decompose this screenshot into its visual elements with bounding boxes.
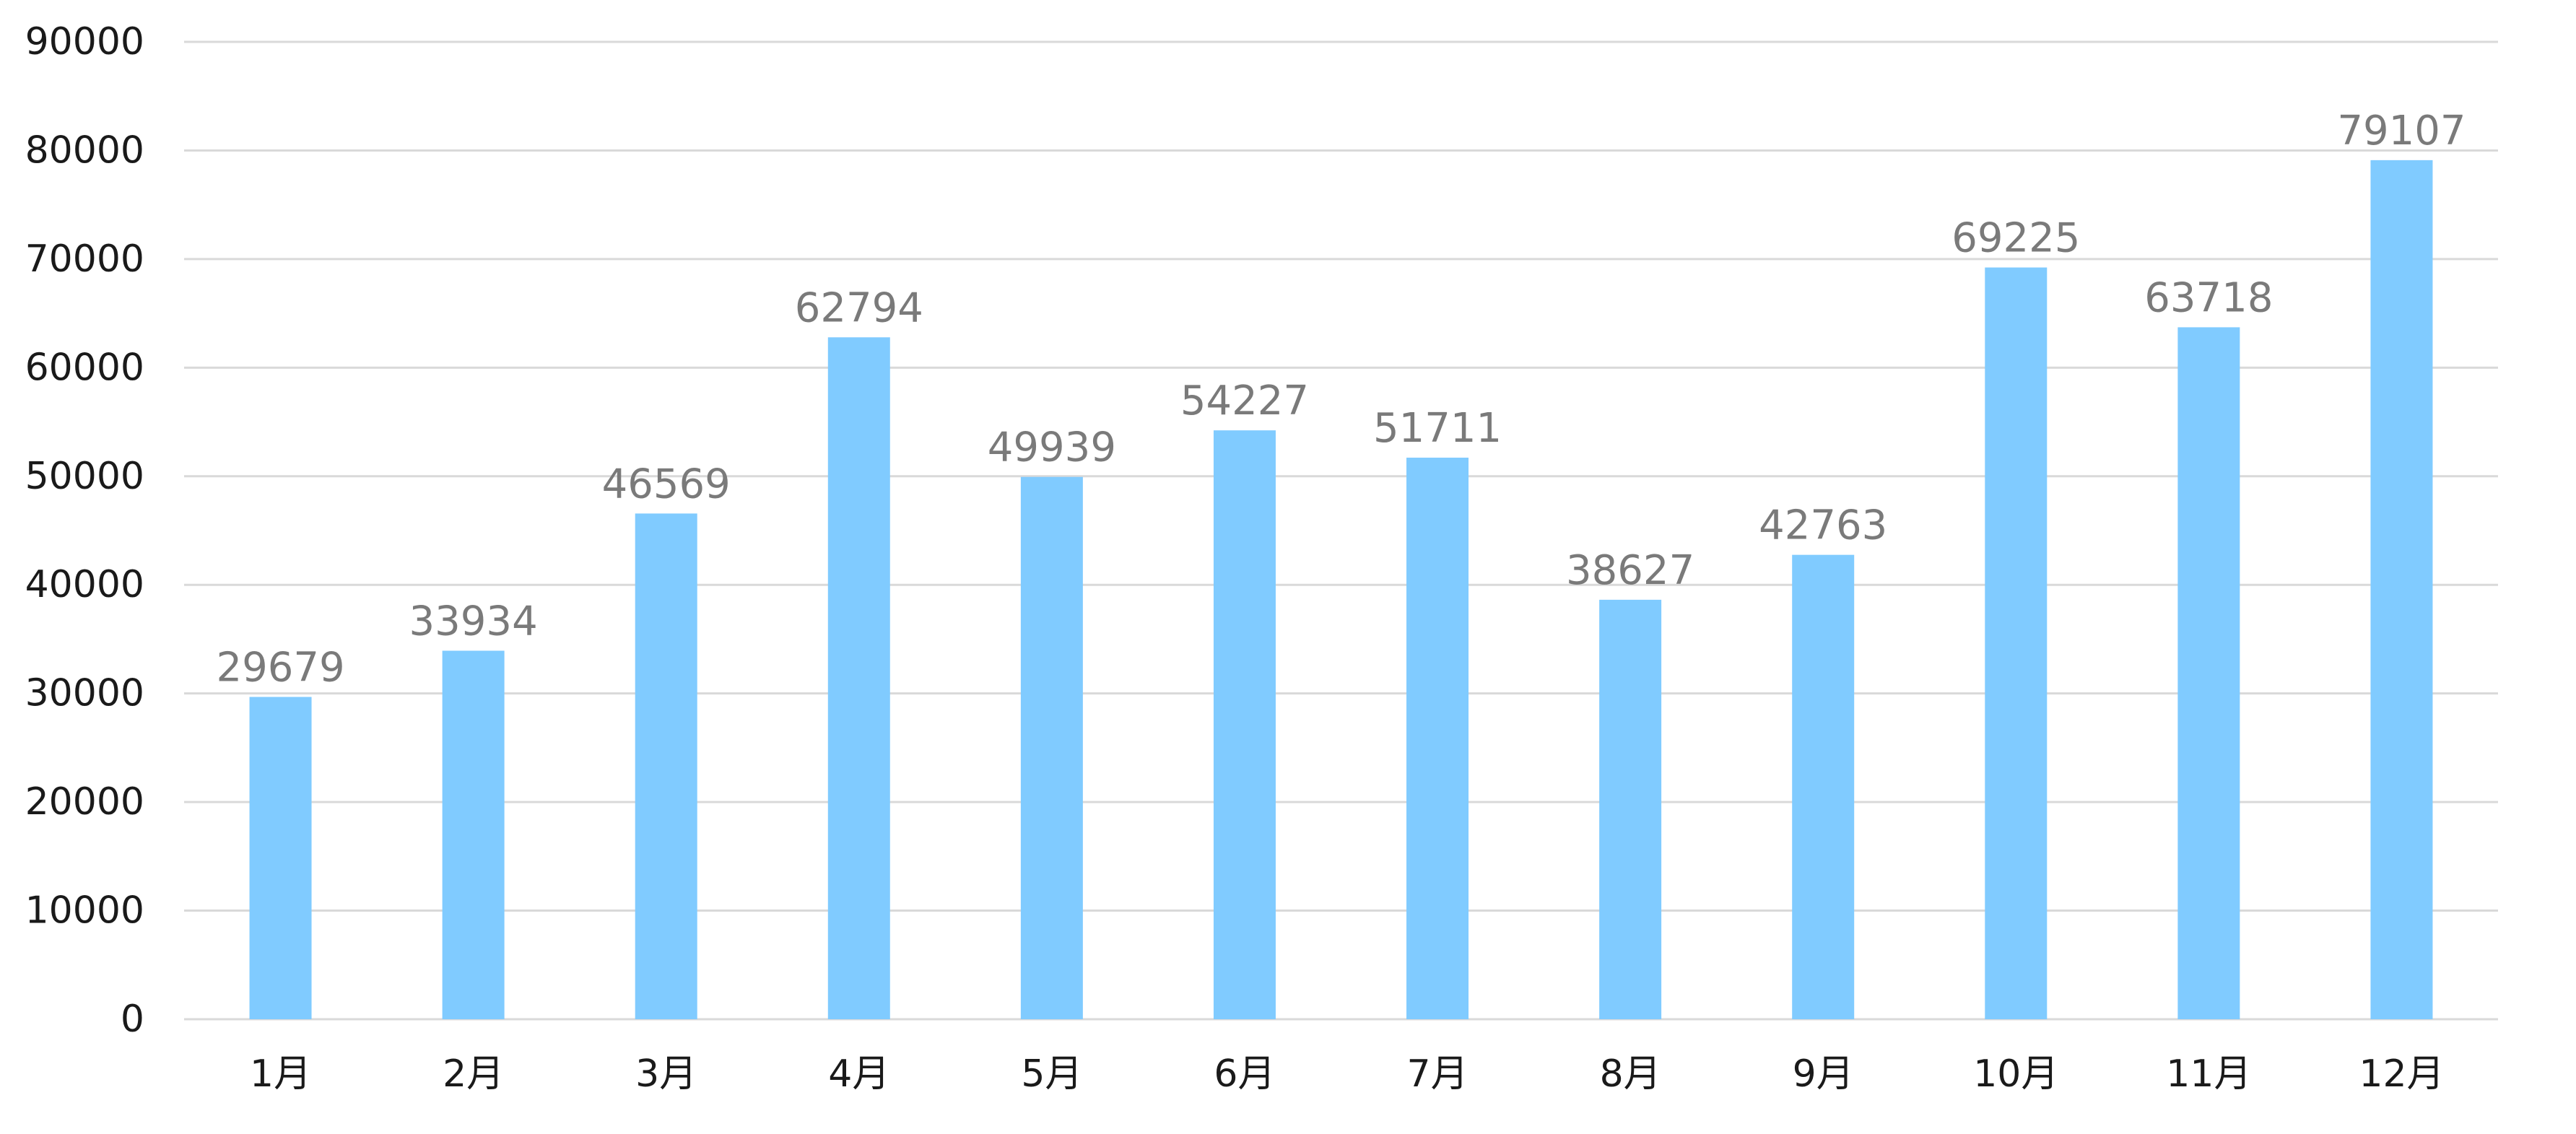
x-tick-label: 11月 [2166,1052,2251,1096]
y-tick-label: 10000 [25,889,144,933]
bar-layer [249,160,2433,1020]
x-tick-label: 9月 [1793,1052,1854,1096]
data-label: 79107 [2337,108,2466,154]
bar [635,513,697,1019]
bar [2370,160,2433,1019]
data-label: 69225 [1951,215,2080,262]
bar [1792,554,1855,1019]
bar [1406,458,1469,1019]
data-label: 38627 [1566,547,1694,594]
bar [2177,327,2240,1020]
bar [1020,476,1083,1019]
y-tick-label: 20000 [25,780,144,824]
y-tick-label: 80000 [25,128,144,172]
bar [1985,267,2048,1019]
x-tick-label: 1月 [250,1052,311,1096]
bar [827,337,890,1019]
data-label-layer: 29679 33934 46569 62794 49939 54227 51711 38627… [216,108,2466,692]
data-label: 49939 [988,424,1116,471]
x-tick-label: 5月 [1021,1052,1082,1096]
data-label: 63718 [2144,274,2273,321]
x-tick-label: 2月 [443,1052,504,1096]
x-tick-label: 6月 [1214,1052,1275,1096]
data-label: 54227 [1180,378,1309,424]
data-label: 42763 [1759,502,1887,549]
y-tick-label: 30000 [25,672,144,715]
bar [249,697,312,1019]
x-tick-label: 8月 [1600,1052,1661,1096]
bar [1599,599,1662,1019]
x-tick-label: 12月 [2359,1052,2444,1096]
y-tick-label: 90000 [25,20,144,64]
x-tick-label: 3月 [635,1052,697,1096]
grid-layer [184,40,2498,1021]
data-label: 29679 [216,644,344,691]
x-tick-label: 7月 [1406,1052,1468,1096]
y-tick-label: 40000 [25,563,144,606]
y-tick-label: 0 [121,998,144,1041]
y-axis: 0 10000 20000 30000 40000 50000 60000 70000 8000… [25,20,144,1041]
bar [1213,430,1276,1019]
x-tick-label: 4月 [828,1052,889,1096]
y-tick-label: 50000 [25,455,144,498]
data-label: 62794 [795,284,923,331]
x-axis: 1月 2月 3月 4月 5月 6月 7月 8月 9月 10月 11月 12月 [250,1052,2445,1096]
y-tick-label: 60000 [25,346,144,389]
bar [442,650,505,1019]
x-tick-label: 10月 [1973,1052,2058,1096]
y-tick-label: 70000 [25,237,144,281]
data-label: 46569 [602,461,731,507]
data-label: 33934 [409,598,538,645]
data-label: 51711 [1373,405,1502,452]
